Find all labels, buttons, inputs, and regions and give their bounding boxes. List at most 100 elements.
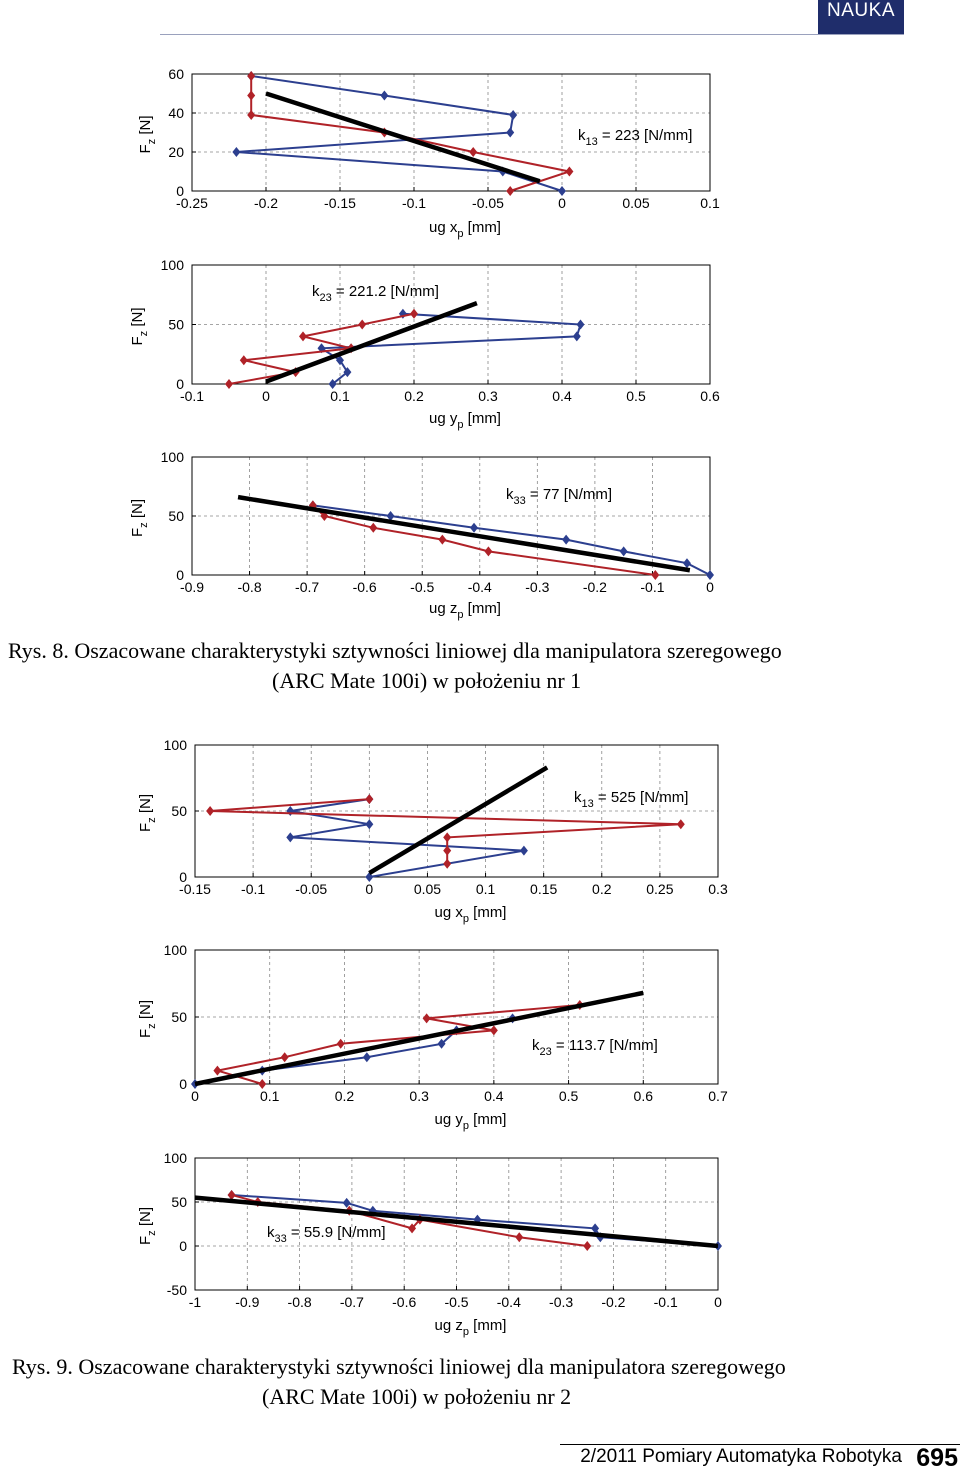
data-point bbox=[706, 570, 714, 580]
y-tick-label: 100 bbox=[164, 942, 188, 958]
y-tick-label: 100 bbox=[164, 1150, 188, 1166]
data-point bbox=[438, 534, 447, 545]
x-axis-label: ug xp [mm] bbox=[435, 904, 507, 925]
y-tick-label: 50 bbox=[171, 1009, 187, 1025]
fit-line bbox=[194, 1195, 719, 1249]
x-tick-label: -0.25 bbox=[176, 195, 208, 211]
chart-fig9-z: -1 -0.9 -0.8 -0.7 -0.6 -0.5 -0.4 -0.3 -0.2 -0.1 0 -… bbox=[137, 1150, 722, 1338]
y-tick-label: 0 bbox=[176, 567, 184, 583]
data-point bbox=[443, 832, 452, 843]
data-point bbox=[386, 511, 395, 521]
data-point bbox=[286, 832, 295, 843]
chart-fig9-x: -0.15 -0.1 -0.05 0 0.05 0.1 0.15 0.2 0.25 0.3 0 50 1… bbox=[137, 737, 728, 925]
y-tick-label: -50 bbox=[167, 1282, 187, 1298]
y-tick-label: 100 bbox=[164, 737, 188, 753]
fit-line bbox=[265, 300, 478, 384]
x-tick-label: 0.3 bbox=[708, 881, 728, 897]
data-point bbox=[227, 1189, 236, 1200]
series-line bbox=[290, 798, 525, 878]
data-point bbox=[336, 1038, 345, 1049]
data-point bbox=[280, 1052, 289, 1063]
x-tick-label: -0.1 bbox=[241, 881, 265, 897]
caption-fig9-line2: (ARC Mate 100i) w położeniu nr 2 bbox=[262, 1384, 572, 1409]
caption-fig8-line1: Rys. 8. Oszacowane charakterystyki sztyw… bbox=[8, 636, 782, 666]
x-axis-label: ug zp [mm] bbox=[429, 600, 501, 621]
y-axis-label: Fz [N] bbox=[137, 1207, 158, 1245]
data-point bbox=[336, 355, 344, 366]
x-tick-label: 0.4 bbox=[552, 388, 572, 404]
data-point bbox=[489, 1025, 498, 1036]
x-tick-label: -0.2 bbox=[601, 1294, 625, 1310]
data-point bbox=[247, 109, 256, 120]
data-point bbox=[682, 558, 691, 569]
data-point bbox=[484, 546, 493, 557]
y-tick-label: 0 bbox=[179, 869, 187, 885]
y-tick-label: 50 bbox=[168, 317, 184, 333]
data-point bbox=[369, 522, 378, 533]
data-point bbox=[365, 794, 374, 805]
x-tick-label: -0.6 bbox=[353, 579, 377, 595]
x-tick-label: -0.8 bbox=[237, 579, 261, 595]
x-tick-label: 0 bbox=[714, 1294, 722, 1310]
caption-fig8-line2: (ARC Mate 100i) w położeniu nr 1 bbox=[272, 668, 582, 693]
data-point bbox=[368, 1205, 377, 1216]
data-point bbox=[286, 806, 295, 816]
data-point bbox=[565, 166, 574, 177]
x-tick-label: -0.1 bbox=[640, 579, 664, 595]
x-tick-label: -0.2 bbox=[583, 579, 607, 595]
x-tick-label: 0.25 bbox=[646, 881, 673, 897]
x-axis-label: ug yp [mm] bbox=[429, 410, 501, 431]
x-tick-label: -0.7 bbox=[340, 1294, 364, 1310]
y-tick-label: 0 bbox=[176, 376, 184, 392]
x-tick-label: 0 bbox=[706, 579, 714, 595]
y-tick-label: 100 bbox=[161, 449, 185, 465]
x-tick-label: -0.9 bbox=[235, 1294, 259, 1310]
y-axis-label: Fz [N] bbox=[137, 794, 158, 832]
data-point bbox=[619, 546, 628, 557]
section-tag: NAUKA bbox=[818, 0, 904, 34]
x-tick-label: 0.1 bbox=[260, 1088, 280, 1104]
x-tick-label: -0.05 bbox=[472, 195, 504, 211]
data-point bbox=[247, 70, 256, 81]
x-tick-label: 0.3 bbox=[409, 1088, 429, 1104]
data-point bbox=[206, 806, 215, 816]
data-point bbox=[443, 858, 452, 869]
chart-fig8-z: -0.9 -0.8 -0.7 -0.6 -0.5 -0.4 -0.3 -0.2 -0.1 0 0 50… bbox=[129, 449, 714, 621]
data-point bbox=[342, 1197, 351, 1208]
x-tick-label: 0 bbox=[365, 881, 373, 897]
data-point bbox=[651, 570, 660, 580]
x-tick-label: 0.15 bbox=[530, 881, 557, 897]
caption-fig9-text: Oszacowane charakterystyki sztywności li… bbox=[78, 1354, 786, 1379]
caption-fig8-text: Oszacowane charakterystyki sztywności li… bbox=[74, 638, 782, 663]
footer-page-number: 695 bbox=[916, 1444, 958, 1472]
x-tick-label: 0.2 bbox=[592, 881, 612, 897]
data-point bbox=[398, 308, 407, 319]
y-tick-label: 20 bbox=[168, 144, 184, 160]
footer-journal: 2/2011 Pomiary Automatyka Robotyka bbox=[580, 1446, 902, 1467]
y-tick-label: 50 bbox=[171, 1194, 187, 1210]
data-point bbox=[676, 819, 685, 830]
data-point bbox=[422, 1013, 431, 1024]
x-tick-label: -0.2 bbox=[254, 195, 278, 211]
y-axis-label: Fz [N] bbox=[137, 1000, 158, 1038]
y-tick-label: 40 bbox=[168, 105, 184, 121]
data-point bbox=[506, 186, 515, 196]
x-tick-label: 0.1 bbox=[476, 881, 496, 897]
x-tick-label: 0.5 bbox=[626, 388, 646, 404]
x-tick-label: -0.9 bbox=[180, 579, 204, 595]
x-tick-label: -0.8 bbox=[288, 1294, 312, 1310]
x-tick-label: -0.1 bbox=[654, 1294, 678, 1310]
x-tick-label: -0.3 bbox=[549, 1294, 573, 1310]
x-tick-label: 0.2 bbox=[335, 1088, 355, 1104]
data-point bbox=[362, 1052, 371, 1063]
x-tick-label: 0.5 bbox=[559, 1088, 579, 1104]
header-rule bbox=[160, 34, 904, 35]
y-tick-label: 50 bbox=[171, 803, 187, 819]
x-tick-label: 0.1 bbox=[700, 195, 720, 211]
y-axis-label: Fz [N] bbox=[129, 307, 150, 345]
data-point bbox=[247, 90, 256, 101]
data-point bbox=[558, 186, 566, 196]
x-tick-label: 0.6 bbox=[634, 1088, 654, 1104]
data-point bbox=[410, 308, 418, 319]
x-tick-label: 0 bbox=[191, 1088, 199, 1104]
